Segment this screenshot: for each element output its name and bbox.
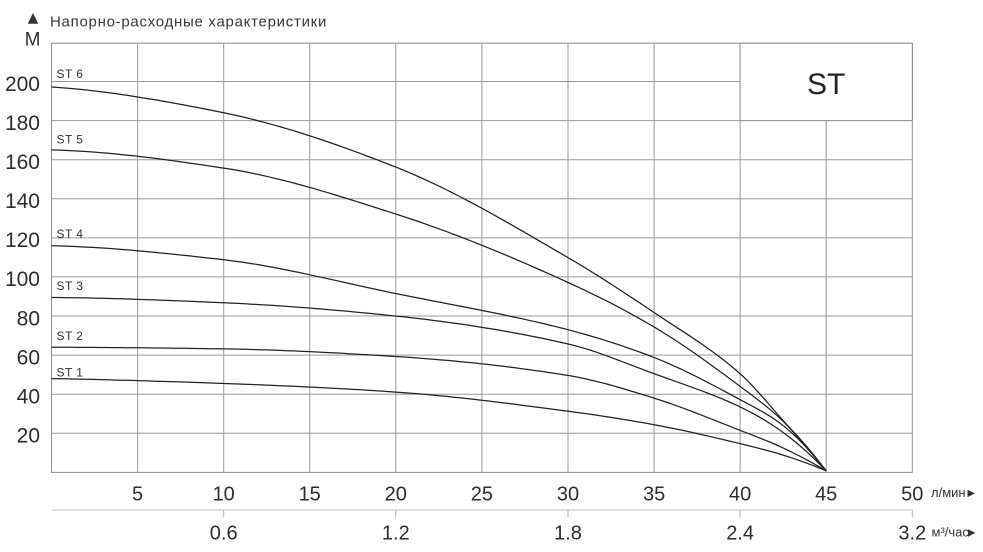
svg-text:5: 5: [132, 483, 143, 505]
svg-text:м³/час: м³/час: [932, 525, 970, 540]
svg-text:ST 3: ST 3: [57, 279, 84, 293]
svg-text:120: 120: [5, 229, 40, 252]
svg-text:140: 140: [5, 190, 40, 213]
svg-text:35: 35: [643, 483, 665, 505]
svg-text:40: 40: [729, 483, 751, 505]
svg-text:ST 1: ST 1: [57, 365, 84, 379]
svg-text:45: 45: [815, 483, 837, 505]
svg-text:ST 5: ST 5: [57, 132, 84, 146]
svg-text:л/мин: л/мин: [931, 485, 966, 500]
svg-text:25: 25: [471, 483, 493, 505]
svg-text:ST 4: ST 4: [57, 227, 84, 241]
svg-text:60: 60: [17, 346, 40, 369]
svg-text:20: 20: [17, 425, 40, 448]
svg-text:ST 2: ST 2: [57, 329, 84, 343]
svg-text:2.4: 2.4: [726, 522, 754, 544]
svg-text:30: 30: [557, 483, 579, 505]
svg-text:10: 10: [213, 483, 235, 505]
svg-text:40: 40: [17, 386, 40, 409]
svg-text:ST 6: ST 6: [57, 67, 84, 81]
svg-text:3.2: 3.2: [898, 522, 926, 544]
svg-text:М: М: [25, 30, 41, 51]
svg-text:1.8: 1.8: [554, 522, 582, 544]
svg-text:200: 200: [5, 73, 40, 96]
svg-text:80: 80: [17, 307, 40, 330]
svg-text:0.6: 0.6: [210, 522, 238, 544]
svg-text:ST: ST: [807, 68, 845, 101]
svg-text:1.2: 1.2: [382, 522, 410, 544]
svg-text:20: 20: [385, 483, 407, 505]
svg-text:180: 180: [5, 112, 40, 135]
svg-text:50: 50: [901, 483, 923, 505]
svg-text:15: 15: [299, 483, 321, 505]
svg-text:160: 160: [5, 151, 40, 174]
svg-text:Напорно-расходные характеристи: Напорно-расходные характеристики: [50, 14, 327, 31]
svg-text:100: 100: [5, 268, 40, 291]
